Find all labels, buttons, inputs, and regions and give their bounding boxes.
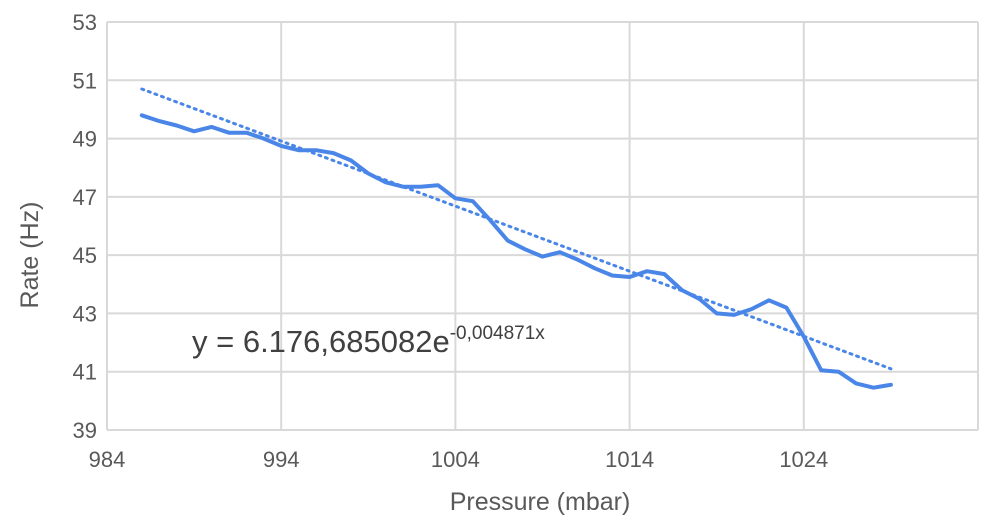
y-tick-label: 45: [73, 243, 97, 268]
x-tick-label: 984: [89, 447, 126, 472]
x-tick-label: 1004: [431, 447, 480, 472]
y-axis-title: Rate (Hz): [16, 202, 44, 309]
y-tick-label: 41: [73, 360, 97, 385]
y-axis-ticks: 39 41 43 45 47 49 51 53: [73, 10, 97, 443]
x-axis-title: Pressure (mbar): [450, 488, 631, 516]
x-tick-label: 1014: [605, 447, 654, 472]
y-tick-label: 47: [73, 185, 97, 210]
y-tick-label: 53: [73, 10, 97, 35]
y-tick-label: 39: [73, 418, 97, 443]
x-tick-label: 1024: [779, 447, 828, 472]
y-tick-label: 49: [73, 127, 97, 152]
gridlines: [106, 21, 979, 431]
equation-base: y = 6.176,685082e: [192, 324, 450, 359]
data-series-line: [139, 113, 893, 390]
trendline: [140, 87, 893, 371]
y-tick-label: 51: [73, 68, 97, 93]
series-group: [139, 87, 893, 390]
x-axis-ticks: 984 994 1004 1014 1024: [89, 447, 829, 472]
x-tick-label: 994: [263, 447, 300, 472]
equation-exponent: -0,004871x: [450, 323, 546, 344]
y-tick-label: 43: [73, 301, 97, 326]
trendline-equation: y = 6.176,685082e-0,004871x: [192, 323, 545, 359]
